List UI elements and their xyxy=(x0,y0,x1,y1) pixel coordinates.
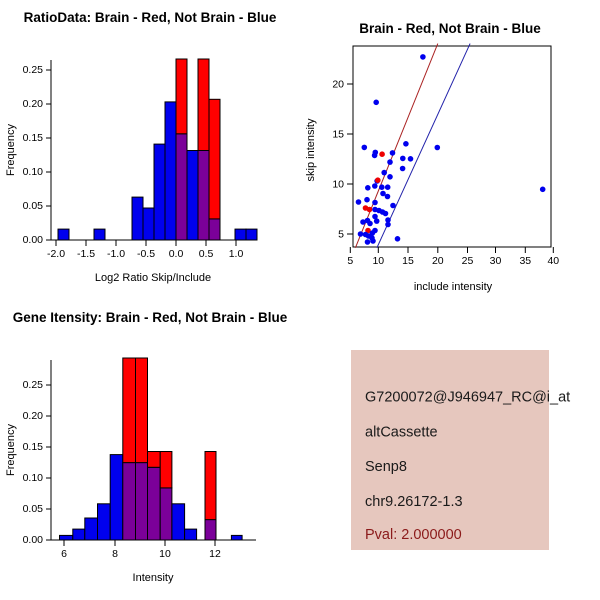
svg-text:20: 20 xyxy=(332,79,344,91)
svg-text:0.5: 0.5 xyxy=(199,248,214,260)
svg-text:15: 15 xyxy=(332,129,344,141)
svg-text:0.15: 0.15 xyxy=(23,441,44,453)
svg-text:skip intensity: skip intensity xyxy=(305,118,317,181)
svg-text:40: 40 xyxy=(547,255,559,267)
svg-text:Frequency: Frequency xyxy=(5,124,17,176)
svg-text:Brain - Red, Not Brain - Blue: Brain - Red, Not Brain - Blue xyxy=(359,21,541,36)
svg-text:0.0: 0.0 xyxy=(169,248,184,260)
svg-text:35: 35 xyxy=(519,255,531,267)
svg-text:0.25: 0.25 xyxy=(23,64,44,76)
svg-text:Pval: 2.000000: Pval: 2.000000 xyxy=(365,527,462,543)
svg-text:30: 30 xyxy=(490,255,502,267)
svg-text:G7200072@J946947_RC@i_at: G7200072@J946947_RC@i_at xyxy=(365,390,570,406)
svg-text:10: 10 xyxy=(372,255,384,267)
svg-text:10: 10 xyxy=(332,179,344,191)
svg-text:Frequency: Frequency xyxy=(5,424,17,476)
svg-text:altCassette: altCassette xyxy=(365,424,438,440)
svg-text:12: 12 xyxy=(209,548,221,560)
svg-text:include intensity: include intensity xyxy=(414,281,493,293)
svg-text:0.20: 0.20 xyxy=(23,410,44,422)
svg-text:20: 20 xyxy=(432,255,444,267)
svg-text:0.15: 0.15 xyxy=(23,132,44,144)
svg-text:5: 5 xyxy=(338,229,344,241)
svg-text:0.25: 0.25 xyxy=(23,379,44,391)
svg-text:-1.0: -1.0 xyxy=(107,248,125,260)
svg-text:0.10: 0.10 xyxy=(23,166,44,178)
svg-text:chr9.26172-1.3: chr9.26172-1.3 xyxy=(365,494,463,510)
svg-text:0.00: 0.00 xyxy=(23,234,44,246)
svg-text:0.05: 0.05 xyxy=(23,503,44,515)
svg-text:0.00: 0.00 xyxy=(23,534,44,546)
svg-text:1.0: 1.0 xyxy=(229,248,244,260)
svg-text:Senp8: Senp8 xyxy=(365,459,407,475)
svg-text:Gene Itensity: Brain - Red, No: Gene Itensity: Brain - Red, Not Brain - … xyxy=(13,310,288,325)
svg-text:Intensity: Intensity xyxy=(133,572,174,584)
svg-text:10: 10 xyxy=(159,548,171,560)
svg-text:0.05: 0.05 xyxy=(23,200,44,212)
svg-text:RatioData: Brain - Red, Not Br: RatioData: Brain - Red, Not Brain - Blue xyxy=(24,10,277,25)
svg-text:15: 15 xyxy=(402,255,414,267)
svg-text:-1.5: -1.5 xyxy=(77,248,95,260)
svg-text:Log2 Ratio Skip/Include: Log2 Ratio Skip/Include xyxy=(95,272,211,284)
svg-text:6: 6 xyxy=(61,548,67,560)
svg-text:5: 5 xyxy=(347,255,353,267)
svg-text:8: 8 xyxy=(112,548,118,560)
svg-text:25: 25 xyxy=(462,255,474,267)
svg-text:-2.0: -2.0 xyxy=(47,248,65,260)
svg-text:0.10: 0.10 xyxy=(23,472,44,484)
svg-text:0.20: 0.20 xyxy=(23,98,44,110)
svg-text:-0.5: -0.5 xyxy=(137,248,155,260)
